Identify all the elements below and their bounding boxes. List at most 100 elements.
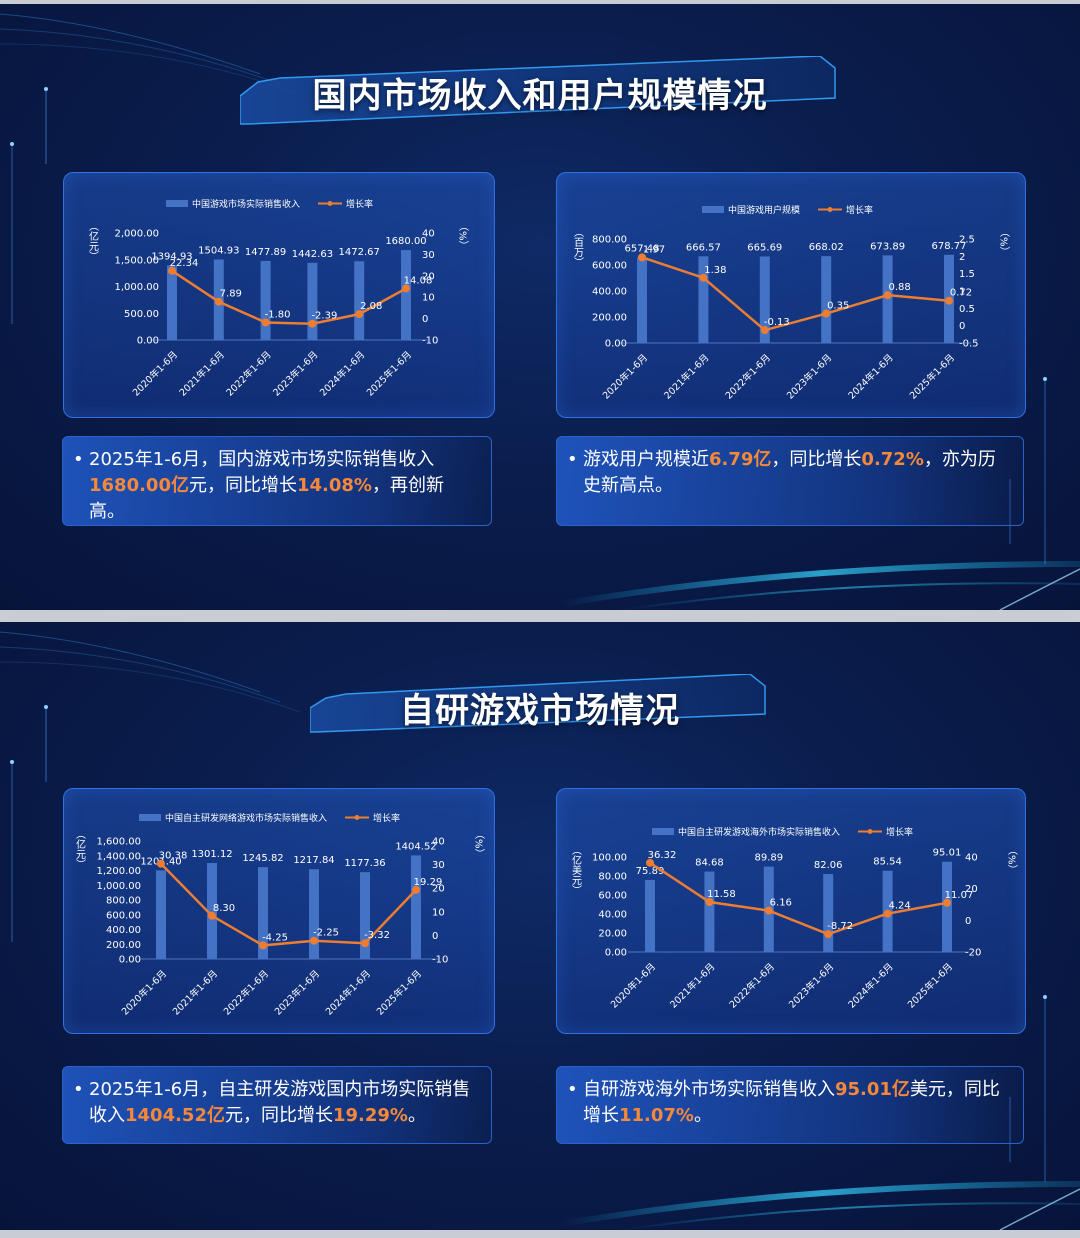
- growth-rate-label: 11.07: [945, 890, 974, 901]
- note-text: 美元，同比增长: [583, 1079, 1000, 1126]
- growth-rate-label: -1.80: [265, 309, 291, 320]
- bar-value-label: 668.02: [809, 242, 844, 253]
- growth-rate-point: [310, 936, 318, 945]
- bar: [207, 863, 217, 959]
- bar-value-label: 1217.84: [293, 855, 334, 866]
- chart-legend: 中国游戏用户规模 增长率: [702, 204, 873, 216]
- bar-value-label: 666.57: [686, 242, 721, 253]
- y-tick-right: 20: [422, 271, 435, 282]
- title-frame: [310, 674, 766, 733]
- legend-swatch-marker: [327, 201, 333, 206]
- bar-value-label: 1245.82: [242, 853, 283, 864]
- y-tick-left: 400.00: [106, 925, 141, 936]
- highlight-value: 95.01亿: [835, 1079, 910, 1100]
- growth-rate-point: [208, 911, 216, 920]
- growth-rate-point: [402, 284, 410, 293]
- bar-value-label: 85.54: [873, 857, 902, 868]
- bar-value-label: 1472.67: [339, 247, 380, 258]
- highlight-value: 11.07%: [619, 1105, 694, 1126]
- y-tick-right: -10: [422, 336, 438, 347]
- bar-value-label: 657.48: [625, 244, 660, 255]
- bar-value-label: 1394.93: [151, 251, 192, 262]
- x-tick-label: 2024年1-6月: [846, 352, 896, 402]
- bar-value-label: 1442.63: [292, 249, 333, 260]
- x-tick-label: 2021年1-6月: [668, 961, 718, 1011]
- self-dev-domestic-chart: 中国自主研发网络游戏市场实际销售收入 增长率 （亿元） （%） 0.00 200.00 40…: [74, 812, 485, 1018]
- x-tick-label: 2022年1-6月: [727, 961, 777, 1011]
- y-tick-right: -20: [965, 948, 981, 959]
- x-tick-label: 2021年1-6月: [177, 349, 227, 399]
- legend-swatch-marker: [867, 829, 873, 834]
- legend-label-bar: 中国游戏用户规模: [728, 204, 800, 216]
- x-tick-label: 2020年1-6月: [130, 349, 180, 399]
- y-axis-unit-right: （%）: [473, 829, 485, 859]
- bar-value-label: 75.89: [636, 866, 665, 877]
- y-tick-right: 40: [432, 837, 445, 848]
- bar: [942, 861, 952, 952]
- growth-rate-point: [945, 296, 953, 305]
- y-tick-right: 0: [965, 916, 971, 927]
- bar: [401, 250, 411, 340]
- y-axis-unit-left: （亿元）: [87, 221, 99, 261]
- growth-rate-line: [160, 862, 417, 947]
- bar-value-label: 1177.36: [344, 858, 385, 869]
- note-text: 。: [693, 1105, 712, 1126]
- growth-rate-label: -2.25: [313, 928, 339, 939]
- slide-self-developed-market: 自研游戏市场情况 中国自主研发网络游戏市场实际销售收入 增长率 （亿元） （%） 0.0…: [0, 622, 1080, 1230]
- y-tick-right: 40: [422, 229, 435, 240]
- chart-panel-users: 中国游戏用户规模 增长率 （百万） （%） 0.00 200.00 400.00 600.00…: [556, 172, 1026, 418]
- legend-label-line: 增长率: [886, 826, 913, 838]
- legend-label-line: 增长率: [846, 204, 873, 216]
- y-tick-left: 1,500.00: [114, 255, 159, 266]
- growth-rate-line: [171, 269, 407, 325]
- y-tick-left: 2,000.00: [114, 229, 159, 240]
- chart-legend: 中国自主研发游戏海外市场实际销售收入 增长率: [652, 826, 913, 838]
- page-title: 国内市场收入和用户规模情况: [312, 76, 768, 116]
- y-tick-left: 1,400.00: [96, 851, 141, 862]
- bar: [698, 256, 709, 343]
- bar: [167, 265, 177, 340]
- growth-rate-label: 19.29: [414, 877, 443, 888]
- legend-label-bar: 中国游戏市场实际销售收入: [192, 198, 300, 210]
- y-axis-unit-left: （百万）: [572, 227, 584, 267]
- growth-rate-point: [646, 858, 654, 867]
- y-tick-left: 40.00: [598, 910, 627, 921]
- y-tick-right: 1: [959, 287, 965, 298]
- y-tick-left: 200.00: [592, 313, 627, 324]
- bar: [309, 869, 319, 959]
- y-tick-right: 2: [959, 252, 965, 263]
- revenue-chart: 中国游戏市场实际销售收入 增长率 （亿元） （%） 0.00 500.00 1,000.00…: [87, 198, 469, 399]
- x-tick-label: 2025年1-6月: [364, 349, 414, 399]
- bar: [704, 871, 715, 952]
- bar-value-label: 1477.89: [245, 247, 286, 258]
- chart-legend: 中国自主研发网络游戏市场实际销售收入 增长率: [139, 812, 400, 824]
- growth-rate-label: 0.88: [888, 282, 910, 293]
- y-tick-right: 0: [959, 321, 965, 332]
- growth-rate-point: [883, 291, 892, 300]
- x-tick-label: 2025年1-6月: [374, 968, 424, 1018]
- legend-swatch-marker: [354, 815, 360, 820]
- bar-value-label: 1680.00: [385, 236, 426, 247]
- y-tick-left: 1,000.00: [96, 881, 141, 892]
- bullet-icon: •: [567, 449, 578, 470]
- y-axis-unit-left: （亿美元）: [570, 845, 582, 895]
- growth-rate-point: [361, 939, 369, 948]
- x-tick-label: 2024年1-6月: [846, 961, 896, 1011]
- growth-rate-label: 6.16: [770, 898, 792, 909]
- y-tick-left: 800.00: [592, 235, 627, 246]
- x-tick-label: 2024年1-6月: [317, 349, 367, 399]
- y-tick-right: 0: [432, 931, 438, 942]
- growth-rate-label: 30.38: [159, 851, 188, 862]
- growth-rate-label: 7.89: [220, 289, 242, 300]
- bar: [411, 855, 421, 959]
- growth-rate-point: [308, 319, 317, 328]
- growth-rate-label: -2.39: [311, 311, 337, 322]
- bar-value-label: 673.89: [870, 241, 905, 252]
- x-tick-label: 2021年1-6月: [662, 352, 712, 402]
- y-axis-unit-left: （亿元）: [74, 829, 86, 869]
- growth-rate-point: [638, 253, 646, 262]
- slide-domestic-market: 国内市场收入和用户规模情况 中国游戏市场实际销售收入 增长率 （亿元） （%） 0.00…: [0, 4, 1080, 610]
- title-banner: 自研游戏市场情况: [310, 674, 770, 736]
- x-tick-label: 2025年1-6月: [907, 352, 957, 402]
- y-tick-right: 1.5: [959, 269, 975, 280]
